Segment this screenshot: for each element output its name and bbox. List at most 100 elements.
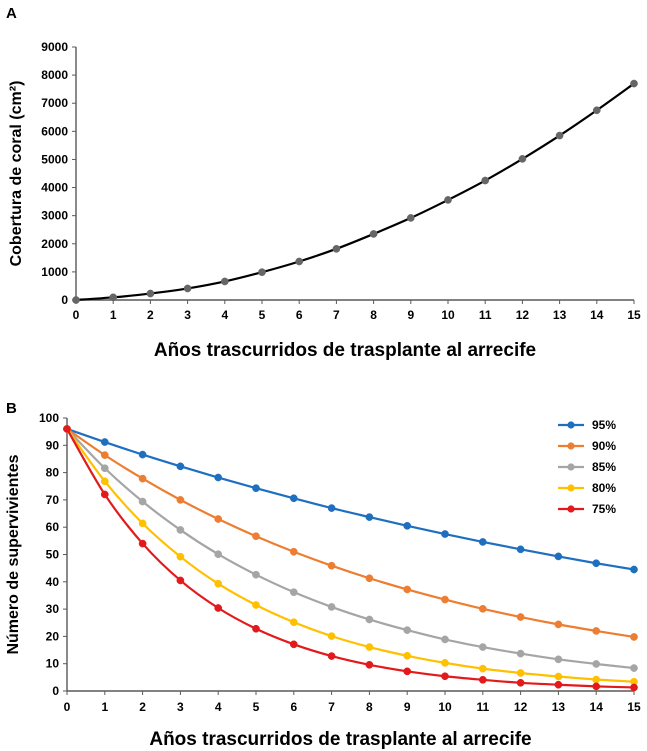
data-point xyxy=(365,574,374,583)
data-point xyxy=(478,538,487,546)
x-tick-label: 15 xyxy=(627,308,641,322)
data-point xyxy=(100,464,109,473)
data-point xyxy=(138,539,147,548)
x-tick-label: 14 xyxy=(590,308,604,322)
y-tick-label: 2000 xyxy=(41,237,68,251)
data-point xyxy=(365,513,374,521)
x-tick-label: 11 xyxy=(476,700,489,714)
data-point xyxy=(146,289,155,298)
y-tick-label: 60 xyxy=(46,520,60,534)
data-point xyxy=(327,603,336,611)
legend-label: 95% xyxy=(592,418,616,432)
x-tick-label: 15 xyxy=(627,700,641,714)
data-point xyxy=(592,106,601,115)
data-point xyxy=(592,627,601,635)
x-tick-label: 2 xyxy=(147,308,154,322)
y-tick-label: 1000 xyxy=(41,265,68,279)
data-point xyxy=(289,494,298,503)
data-point xyxy=(214,515,223,523)
x-tick-label: 6 xyxy=(296,308,303,322)
data-point xyxy=(138,519,147,528)
data-point xyxy=(516,678,525,687)
data-point xyxy=(478,664,487,673)
x-tick-label: 3 xyxy=(184,308,191,322)
legend-label: 80% xyxy=(592,481,616,495)
data-point xyxy=(554,552,563,561)
x-tick-label: 8 xyxy=(366,700,373,714)
data-point xyxy=(295,257,304,266)
data-point xyxy=(365,643,374,651)
x-tick-label: 9 xyxy=(404,700,411,714)
data-point xyxy=(478,604,487,613)
data-point xyxy=(592,660,601,668)
data-point xyxy=(176,526,185,534)
data-point xyxy=(403,667,412,676)
x-tick-label: 9 xyxy=(407,308,414,322)
data-point xyxy=(516,669,525,677)
x-tick-label: 7 xyxy=(333,308,340,322)
series-line xyxy=(75,82,635,302)
data-point xyxy=(406,214,415,222)
y-tick-label: 30 xyxy=(46,602,60,616)
data-point xyxy=(403,521,412,530)
data-point xyxy=(176,496,185,504)
data-point xyxy=(72,296,80,304)
data-point xyxy=(100,438,109,446)
x-tick-label: 4 xyxy=(215,700,222,714)
y-tick-label: 4000 xyxy=(41,181,68,195)
data-point xyxy=(630,565,638,574)
data-point xyxy=(554,655,563,664)
data-point xyxy=(214,550,223,559)
y-tick-label: 90 xyxy=(46,438,60,452)
series-line xyxy=(66,428,635,683)
data-point xyxy=(441,635,449,644)
x-tick-label: 1 xyxy=(110,308,117,322)
data-point xyxy=(630,664,638,672)
legend-marker xyxy=(567,505,575,513)
y-tick-label: 0 xyxy=(61,293,68,307)
panel-label: A xyxy=(6,5,17,22)
y-axis-title: Cobertura de coral (cm²) xyxy=(8,81,25,267)
data-point xyxy=(478,675,487,684)
x-axis-title: Años trascurridos de trasplante al arrec… xyxy=(154,340,536,361)
data-point xyxy=(327,652,336,660)
data-point xyxy=(592,682,601,691)
data-point xyxy=(252,624,260,633)
y-tick-label: 20 xyxy=(46,629,60,643)
data-point xyxy=(214,473,223,482)
data-point xyxy=(630,633,638,641)
data-point xyxy=(441,672,449,681)
data-point xyxy=(289,640,298,649)
data-point xyxy=(100,451,109,459)
y-tick-label: 50 xyxy=(46,548,60,562)
y-tick-label: 9000 xyxy=(41,40,68,54)
x-tick-label: 10 xyxy=(441,308,455,322)
data-point xyxy=(403,585,412,594)
data-point xyxy=(176,576,185,585)
data-point xyxy=(555,131,564,140)
x-tick-label: 8 xyxy=(370,308,377,322)
x-tick-label: 11 xyxy=(479,308,492,322)
y-tick-label: 40 xyxy=(46,575,60,589)
x-tick-label: 4 xyxy=(221,308,228,322)
y-tick-label: 5000 xyxy=(41,152,68,166)
y-tick-label: 7000 xyxy=(41,96,68,110)
data-point xyxy=(138,474,147,483)
panel-label: B xyxy=(6,400,17,417)
data-point xyxy=(441,595,449,604)
x-tick-label: 0 xyxy=(64,700,71,714)
data-point xyxy=(630,79,638,88)
data-point xyxy=(214,604,223,612)
data-point xyxy=(516,613,525,621)
x-tick-label: 13 xyxy=(553,308,567,322)
data-point xyxy=(100,477,109,486)
data-point xyxy=(554,680,563,689)
data-point xyxy=(289,547,298,556)
data-point xyxy=(138,450,147,459)
data-point xyxy=(220,277,229,286)
data-point xyxy=(516,545,525,554)
legend-label: 75% xyxy=(592,502,616,516)
x-tick-label: 13 xyxy=(552,700,566,714)
data-point xyxy=(327,504,336,512)
